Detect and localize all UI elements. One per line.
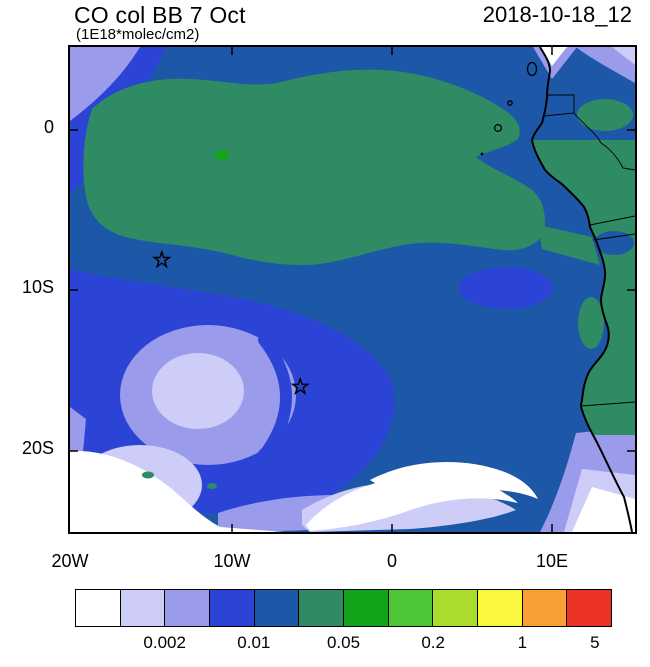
colorbar-cell: [433, 590, 479, 626]
x-axis: 20W 10W 0 10E: [51, 551, 635, 575]
island-bioko: [526, 61, 538, 77]
y-axis: 0 10S 20S: [0, 45, 60, 530]
island-annobon: [480, 152, 484, 156]
contour-region: [532, 140, 635, 435]
colorbar-cell: [567, 590, 612, 626]
contour-region: [594, 231, 634, 255]
plot-title: CO col BB 7 Oct: [74, 2, 246, 28]
colorbar-label: 1: [517, 633, 528, 652]
x-axis-label: 10E: [535, 551, 569, 571]
colorbar-cell: [478, 590, 523, 626]
contour-region: [214, 334, 292, 484]
island-principe: [507, 100, 513, 106]
plot-units: (1E18*molec/cm2): [76, 26, 200, 43]
x-axis-label: 0: [386, 551, 398, 571]
colorbar-cell: [120, 590, 166, 626]
contour-region: [70, 47, 140, 121]
contour-region: [70, 450, 284, 532]
contour-map: [70, 47, 635, 532]
islands: [480, 61, 538, 156]
contour-region: [612, 47, 635, 65]
colorbar-cell: [522, 590, 568, 626]
contour-region: [576, 47, 635, 83]
island-sao-tome: [493, 123, 503, 133]
contour-region: [578, 297, 604, 349]
contour-region: [541, 47, 567, 66]
run-timestamp: 2018-10-18_12: [482, 2, 632, 27]
contour-region: [577, 99, 633, 131]
contour-region: [572, 487, 635, 532]
map-frame: [68, 45, 637, 534]
colorbar-cell: [210, 590, 255, 626]
contour-region: [142, 471, 154, 479]
axis-ticks: [70, 47, 635, 532]
colorbar-labels: 0.002 0.01 0.05 0.2 1 5: [75, 633, 612, 655]
colorbar-label: 0.2: [421, 633, 445, 652]
contour-fills: [70, 47, 635, 532]
colorbar-cell: [388, 590, 434, 626]
colorbar-label: 0.05: [326, 633, 361, 652]
contour-region: [459, 267, 553, 309]
colorbar-label: 5: [590, 633, 600, 652]
y-axis-label: 20S: [21, 438, 54, 458]
colorbar-cell: [76, 590, 121, 626]
y-axis-label: 10S: [21, 277, 54, 297]
colorbar-cell: [254, 590, 300, 626]
colorbar-label: 0.002: [143, 633, 186, 652]
star-marker: [290, 376, 310, 396]
contour-region: [152, 353, 244, 429]
contour-region: [538, 225, 600, 265]
contour-region: [370, 462, 538, 499]
colorbar-cell: [299, 590, 345, 626]
y-axis-label: 0: [43, 117, 54, 137]
country-borders: [543, 94, 635, 407]
colorbar-label: 0.01: [237, 633, 271, 652]
contour-region: [207, 483, 217, 489]
star-markers: [152, 249, 310, 396]
star-marker: [152, 249, 172, 269]
contour-region: [215, 150, 229, 160]
x-axis-label: 20W: [51, 551, 89, 571]
colorbar: [75, 589, 612, 627]
contour-region: [83, 69, 545, 266]
coastline: [531, 47, 633, 532]
colorbar-cell: [165, 590, 211, 626]
x-axis-label: 10W: [213, 551, 251, 571]
colorbar-cell: [344, 590, 389, 626]
